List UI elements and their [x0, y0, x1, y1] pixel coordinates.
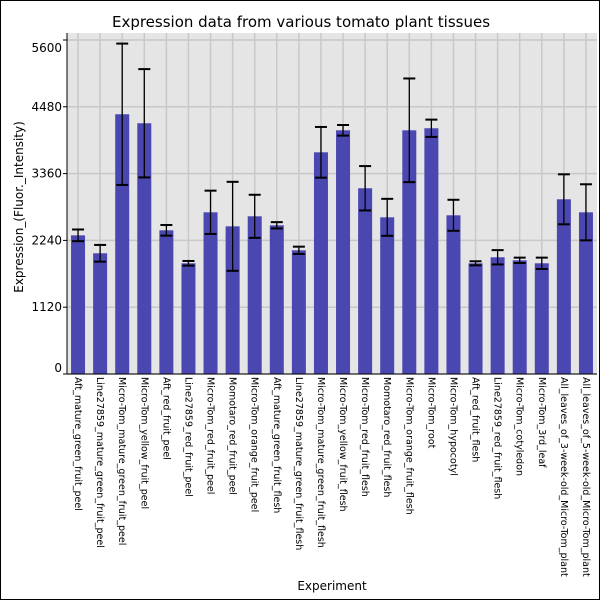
y-axis-label: Expression_(Fluor._Intensity) — [12, 121, 26, 293]
x-tick-label: Micro-Tom_yellow_fruit_flesh — [337, 377, 348, 512]
x-tick-label: All_leaves_of_3-week-old_Micro-Tom_plant — [558, 377, 569, 577]
y-tick-label: 0 — [54, 361, 62, 375]
x-tick-label: Momotaro_red_fruit_peel — [227, 377, 238, 495]
y-tick-label: 1120 — [31, 300, 62, 314]
x-tick-label: Aft_red_fruit_flesh — [470, 377, 481, 462]
bar — [358, 188, 373, 374]
y-tick-label: 3360 — [31, 167, 62, 181]
plot-area — [67, 33, 597, 374]
x-tick-label: Aft_mature_green_fruit_flesh — [271, 377, 282, 513]
bar — [269, 225, 284, 374]
x-tick-label: Micro-Tom_hypocotyl — [447, 377, 458, 476]
y-tick-label: 2240 — [31, 233, 62, 247]
x-tick-label: Line27859_mature_green_fruit_peel — [94, 377, 105, 548]
x-tick-label: Micro-Tom_red_fruit_flesh — [359, 377, 370, 497]
x-tick-label: Momotaro_red_fruit_flesh — [381, 377, 392, 497]
bar — [490, 257, 505, 374]
x-tick-label: Line27859_red_fruit_peel — [182, 377, 193, 497]
bar — [556, 199, 571, 374]
x-tick-label: Micro-Tom_root — [425, 377, 436, 449]
bar — [534, 263, 549, 374]
bar — [93, 253, 108, 374]
bar — [159, 230, 174, 374]
x-tick-label: Micro-Tom_mature_green_fruit_peel — [116, 377, 127, 545]
bar — [225, 226, 240, 374]
x-tick-label: Micro-Tom_orange_fruit_flesh — [403, 377, 414, 515]
x-tick-label: Line27859_mature_green_fruit_flesh — [293, 377, 304, 550]
bar — [578, 212, 593, 374]
bar — [247, 216, 262, 374]
bar — [468, 263, 483, 374]
x-tick-label: Line27859_red_fruit_flesh — [492, 377, 503, 499]
bar — [313, 152, 328, 374]
bar — [512, 260, 527, 374]
x-tick-label: Micro-Tom_3rd_leaf — [536, 377, 547, 468]
x-tick-label: Aft_mature_green_fruit_peel — [72, 377, 83, 511]
x-tick-label: Micro-Tom_yellow_fruit_peel — [138, 377, 149, 509]
x-tick-label: Micro-Tom_orange_fruit_peel — [249, 377, 260, 512]
bar — [71, 235, 86, 374]
x-tick-label: Micro-Tom_red_fruit_peel — [205, 377, 216, 494]
y-tick-label: 4480 — [31, 100, 62, 114]
bar — [115, 114, 130, 374]
bar — [291, 250, 306, 374]
x-axis-label: Experiment — [297, 579, 367, 593]
bar — [402, 130, 417, 374]
bar — [424, 128, 439, 374]
bar — [137, 123, 152, 374]
bar — [446, 215, 461, 374]
x-tick-label: Micro-Tom_cotyledon — [514, 377, 525, 476]
x-tick-label: Micro-Tom_mature_green_fruit_flesh — [315, 377, 326, 548]
bar — [181, 263, 196, 374]
bar — [380, 217, 395, 374]
bar — [336, 130, 351, 374]
x-tick-label: All_leaves_of_5-week-old_Micro-Tom_plant — [580, 377, 591, 577]
chart-title: Expression data from various tomato plan… — [112, 13, 490, 31]
bar — [203, 212, 218, 374]
y-tick-label: 5600 — [31, 41, 62, 55]
x-tick-label: Aft_red_fruit_peel — [160, 377, 171, 460]
